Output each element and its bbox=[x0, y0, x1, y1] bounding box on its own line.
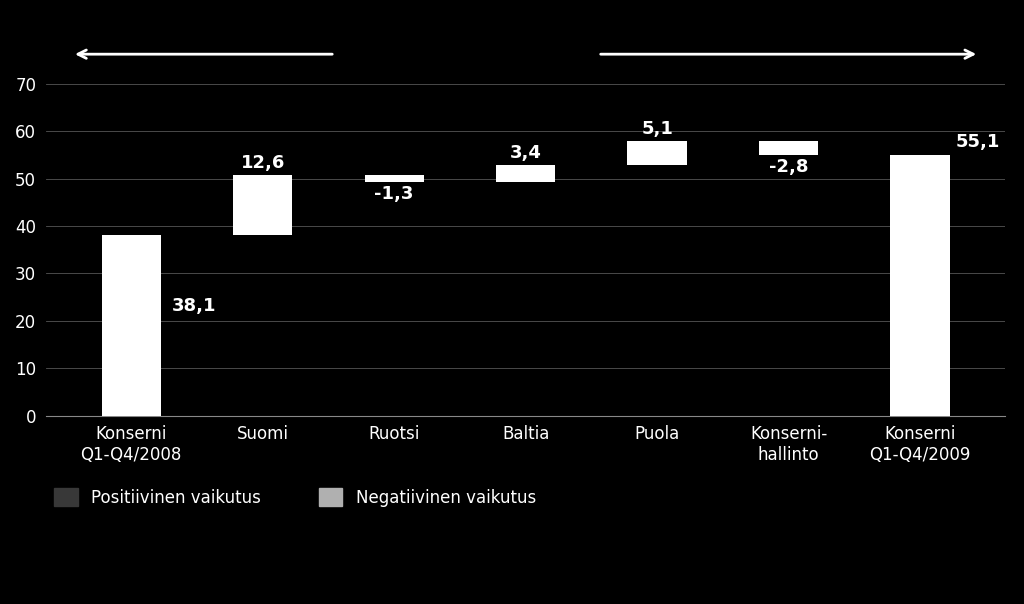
Bar bbox=[101, 235, 161, 416]
Bar bbox=[759, 141, 818, 155]
Legend: Positiivinen vaikutus, Negatiivinen vaikutus: Positiivinen vaikutus, Negatiivinen vaik… bbox=[54, 488, 536, 507]
Bar bbox=[233, 175, 292, 235]
Text: 55,1: 55,1 bbox=[956, 133, 1000, 151]
Bar bbox=[496, 165, 555, 182]
Text: -1,3: -1,3 bbox=[375, 185, 414, 204]
Text: 3,4: 3,4 bbox=[510, 144, 542, 162]
Text: 5,1: 5,1 bbox=[641, 120, 673, 138]
Bar bbox=[365, 175, 424, 182]
Text: 12,6: 12,6 bbox=[241, 153, 285, 172]
Text: -2,8: -2,8 bbox=[769, 158, 808, 176]
Bar bbox=[628, 141, 687, 165]
Text: 38,1: 38,1 bbox=[171, 297, 216, 315]
Bar bbox=[891, 155, 949, 416]
